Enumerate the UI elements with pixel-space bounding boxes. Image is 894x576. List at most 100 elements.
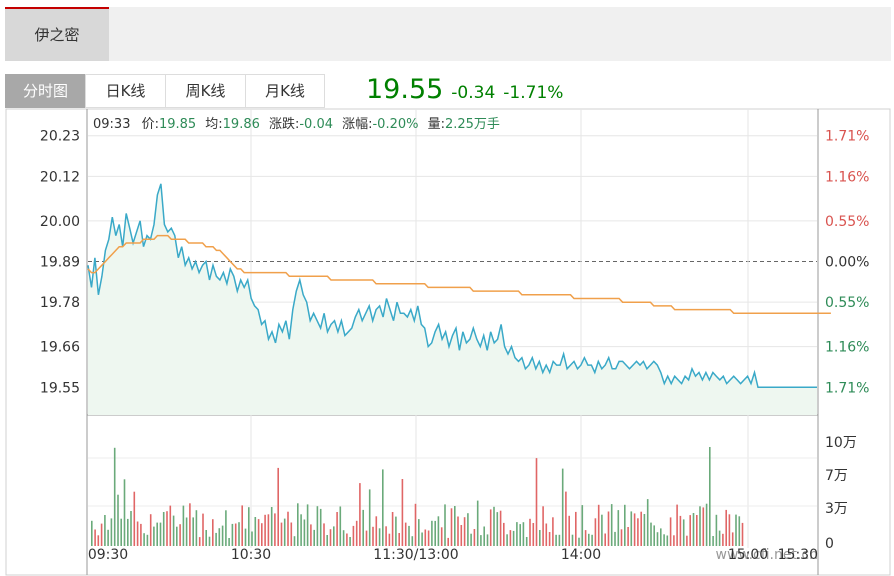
- volume-bar: [130, 511, 132, 546]
- volume-bar: [722, 533, 724, 546]
- price-tick-label: 20.23: [40, 129, 80, 145]
- price-tick-label: 20.00: [40, 214, 80, 230]
- volume-bar: [368, 489, 371, 546]
- volume-bar: [319, 508, 322, 546]
- volume-bar: [395, 516, 397, 546]
- tab-daily-k[interactable]: 日K线: [85, 74, 165, 108]
- volume-bar: [529, 518, 531, 546]
- pct-tick-label: 0.00%: [825, 255, 869, 271]
- volume-bar: [601, 514, 603, 546]
- volume-bar: [185, 517, 188, 546]
- volume-bar: [643, 514, 646, 546]
- intraday-chart[interactable]: 09:33 价:19.85 均:19.86 涨跌:-0.04 涨幅:-0.20%…: [0, 108, 894, 576]
- volume-bar: [218, 528, 221, 546]
- volume-bar: [274, 513, 276, 546]
- volume-bar: [117, 494, 119, 546]
- volume-bar: [248, 507, 250, 546]
- volume-bar: [617, 510, 620, 546]
- volume-bar: [555, 534, 557, 546]
- volume-bar: [231, 523, 234, 546]
- volume-bar: [313, 529, 315, 546]
- price-lines: [87, 183, 831, 389]
- volume-bar: [692, 513, 695, 546]
- info-price-label: 价:: [142, 117, 159, 132]
- volume-bar: [646, 499, 649, 546]
- volume-bar: [202, 513, 204, 546]
- volume-bar: [179, 524, 181, 546]
- volume-bar: [149, 514, 152, 546]
- volume-bar: [509, 530, 512, 546]
- volume-axis-labels: 10万 7万 3万 0: [825, 435, 857, 552]
- watermark: www.cfi.net.cn: [716, 547, 818, 563]
- volume-bar: [578, 537, 580, 546]
- stock-tab[interactable]: 伊之密: [5, 7, 109, 61]
- info-vol-label: 量:: [428, 117, 445, 132]
- volume-bar: [512, 530, 515, 546]
- info-avg-label: 均:: [205, 117, 222, 132]
- volume-bar: [568, 515, 570, 546]
- volume-bar: [525, 537, 528, 546]
- volume-bar: [705, 503, 708, 546]
- volume-bar: [339, 506, 342, 546]
- volume-bar: [686, 535, 688, 546]
- volume-bar: [483, 526, 485, 546]
- volume-bar: [470, 533, 472, 546]
- price-axis-labels: 20.23 20.12 20.00 19.89 19.78 19.66 19.55: [40, 129, 80, 397]
- volume-bar: [166, 511, 168, 546]
- volume-bar: [303, 519, 306, 546]
- volume-bar: [136, 521, 139, 546]
- volume-bar: [362, 509, 364, 546]
- volume-bar: [333, 526, 335, 546]
- volume-bar: [630, 511, 633, 546]
- stock-tab-bar: 伊之密: [5, 7, 891, 61]
- volume-bar: [352, 525, 355, 546]
- volume-bar: [440, 527, 443, 546]
- volume-bar: [699, 506, 701, 546]
- volume-bar: [153, 526, 155, 546]
- volume-bar: [444, 504, 446, 546]
- volume-bar: [404, 522, 407, 546]
- volume-bar: [535, 458, 538, 546]
- volume-bar: [637, 518, 639, 546]
- price-tick-label: 19.89: [40, 255, 80, 271]
- volume-bar: [552, 517, 554, 546]
- quote-summary: 19.55 -0.34 -1.71%: [366, 74, 563, 108]
- volume-bar: [460, 525, 463, 546]
- tab-intraday[interactable]: 分时图: [5, 74, 85, 108]
- volume-bar: [496, 512, 499, 546]
- volume-bar: [476, 500, 479, 546]
- info-pct: -0.20%: [372, 117, 418, 132]
- info-pct-label: 涨幅:: [342, 117, 372, 132]
- volume-bar: [287, 511, 289, 546]
- volume-bar: [323, 523, 325, 546]
- time-tick-label: 10:30: [231, 547, 271, 563]
- volume-bar: [532, 523, 535, 546]
- tab-weekly-k[interactable]: 周K线: [165, 74, 245, 108]
- price-change-pct: -1.71%: [503, 83, 564, 103]
- volume-bar: [195, 510, 198, 546]
- volume-bar: [97, 535, 100, 546]
- info-vol: 2.25万手: [445, 117, 500, 132]
- volume-bar: [123, 479, 126, 546]
- price-tick-label: 20.12: [40, 169, 80, 185]
- volume-bar: [146, 534, 149, 546]
- tab-monthly-k[interactable]: 月K线: [245, 74, 325, 108]
- volume-bar: [741, 522, 744, 546]
- volume-bar: [427, 530, 430, 546]
- volume-bar: [391, 512, 394, 546]
- volume-bar: [653, 525, 655, 546]
- volume-bar: [633, 513, 636, 546]
- volume-bar: [735, 514, 737, 546]
- info-line: 09:33 价:19.85 均:19.86 涨跌:-0.04 涨幅:-0.20%…: [93, 113, 500, 132]
- volume-bar: [375, 516, 378, 546]
- volume-bar: [614, 531, 616, 546]
- time-end-label: 15:30: [778, 547, 818, 563]
- volume-bar: [437, 516, 440, 546]
- volume-bar: [385, 526, 387, 546]
- volume-bar: [241, 505, 243, 546]
- volume-bar: [581, 505, 584, 546]
- volume-bar: [408, 525, 410, 546]
- volume-bar: [519, 524, 521, 546]
- price-tick-label: 19.66: [40, 340, 80, 356]
- volume-bar: [702, 507, 705, 546]
